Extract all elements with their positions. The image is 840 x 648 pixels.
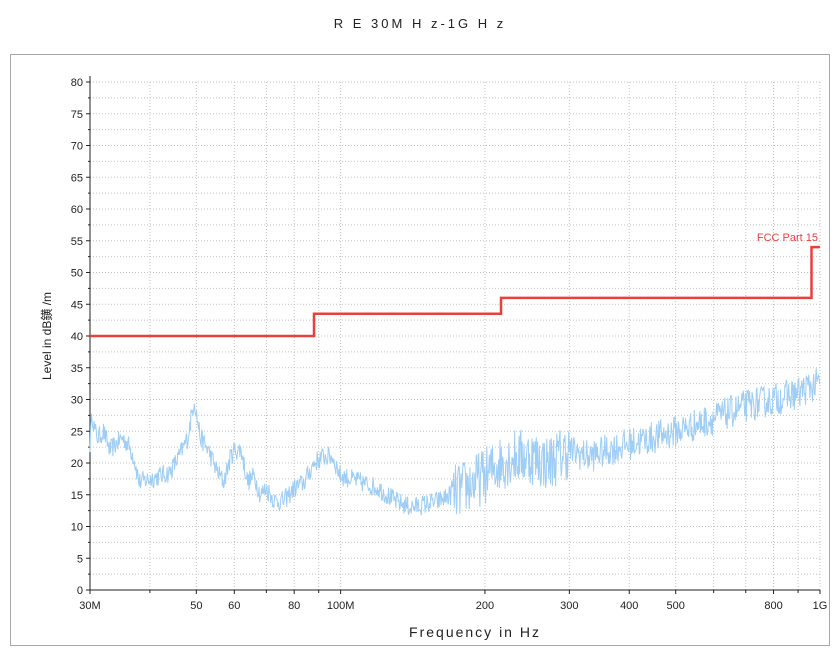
y-tick-label: 40 bbox=[71, 331, 83, 343]
series-layer bbox=[89, 245, 821, 516]
x-tick-label: 300 bbox=[560, 600, 578, 612]
grid bbox=[89, 81, 821, 591]
y-tick-label: 15 bbox=[71, 490, 83, 502]
x-tick-label: 50 bbox=[190, 600, 202, 612]
y-tick-label: 35 bbox=[71, 363, 83, 375]
y-tick-label: 65 bbox=[71, 172, 83, 184]
y-tick-label: 30 bbox=[71, 395, 83, 407]
x-axis-title: Frequency in Hz bbox=[409, 624, 541, 640]
y-tick-label: 75 bbox=[71, 109, 83, 121]
x-tick-label: 60 bbox=[228, 600, 240, 612]
y-tick-label: 10 bbox=[71, 522, 83, 534]
labels: 0 5 10 15 20 25 30 35 40 45 50 55 60 65 70 75 80 30M 50 60 8… bbox=[39, 77, 827, 640]
y-tick-label: 80 bbox=[71, 77, 83, 89]
axes bbox=[86, 76, 821, 594]
x-tick-label: 80 bbox=[288, 600, 300, 612]
x-tick-label: 100M bbox=[327, 600, 355, 612]
y-tick-label: 25 bbox=[71, 426, 83, 438]
x-tick-label: 800 bbox=[764, 600, 782, 612]
y-tick-label: 70 bbox=[71, 141, 83, 153]
x-tick-label: 30M bbox=[79, 600, 100, 612]
x-tick-label: 500 bbox=[667, 600, 685, 612]
y-tick-label: 60 bbox=[71, 204, 83, 216]
y-tick-label: 45 bbox=[71, 299, 83, 311]
measurement-trace bbox=[89, 368, 821, 516]
y-tick-label: 5 bbox=[77, 553, 83, 565]
x-tick-label: 400 bbox=[620, 600, 638, 612]
chart-title: R E 30M H z-1G H z bbox=[333, 16, 507, 31]
x-tick-label: 1G bbox=[813, 600, 828, 612]
y-tick-label: 55 bbox=[71, 236, 83, 248]
y-tick-label: 50 bbox=[71, 268, 83, 280]
y-axis-title: Level in dB鐄 /m bbox=[39, 292, 54, 380]
y-tick-label: 0 bbox=[77, 585, 83, 597]
y-tick-label: 20 bbox=[71, 458, 83, 470]
x-tick-label: 200 bbox=[476, 600, 494, 612]
limit-line-fcc-part-15 bbox=[90, 245, 820, 338]
limit-line-label: FCC Part 15 bbox=[757, 232, 818, 244]
chart-frame bbox=[10, 54, 830, 646]
